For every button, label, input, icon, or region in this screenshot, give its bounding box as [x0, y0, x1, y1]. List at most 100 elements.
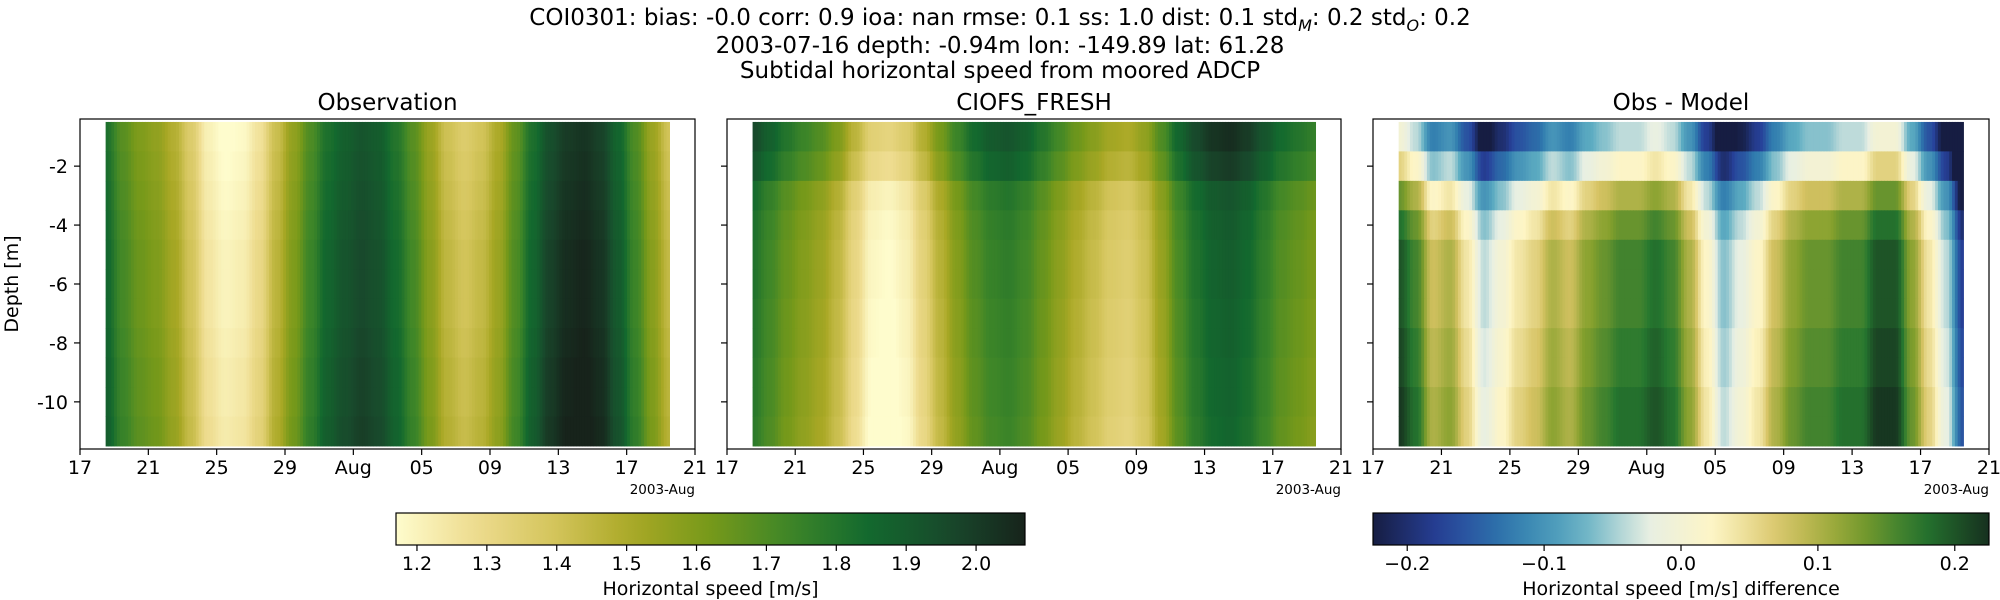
heatmap-cell [1104, 239, 1108, 270]
heatmap-cell [1079, 121, 1083, 152]
heatmap-cell [997, 298, 1001, 329]
heatmap-cell [974, 269, 979, 300]
heatmap-cell [604, 328, 608, 359]
heatmap-cell [243, 269, 248, 300]
heatmap-cell [929, 416, 934, 447]
heatmap-cell [1253, 328, 1257, 359]
heatmap-cell [1236, 298, 1241, 329]
heatmap-cell [545, 121, 549, 152]
heatmap-cell [1121, 416, 1125, 447]
heatmap-cell [218, 357, 222, 388]
heatmap-cell [271, 298, 276, 329]
heatmap-cell [576, 387, 580, 417]
heatmap-cell [879, 151, 883, 182]
heatmap-cell [472, 269, 476, 300]
heatmap-cell [808, 239, 813, 270]
heatmap-cell [800, 416, 804, 447]
heatmap-cell [1208, 357, 1212, 388]
heatmap-cell [1036, 269, 1041, 300]
heatmap-cell [1864, 151, 1868, 182]
heatmap-cell [505, 298, 510, 329]
heatmap-cell [1267, 239, 1271, 270]
heatmap-cell [666, 269, 670, 300]
heatmap-cell [1596, 121, 1600, 152]
heatmap-cell [226, 210, 231, 241]
heatmap-cell [240, 210, 245, 241]
heatmap-cell [1222, 387, 1226, 417]
heatmap-cell [808, 387, 813, 417]
heatmap-cell [932, 210, 937, 241]
heatmap-cell [483, 416, 487, 447]
heatmap-cell [159, 180, 163, 211]
x-tick-label: 17 [715, 457, 739, 479]
heatmap-cell [1129, 180, 1134, 211]
heatmap-cell [817, 387, 821, 417]
depth-row [105, 387, 670, 417]
heatmap-cell [1675, 121, 1679, 152]
heatmap-cell [1166, 151, 1170, 182]
heatmap-cell [581, 416, 586, 447]
heatmap-cell [503, 416, 507, 447]
heatmap-cell [488, 357, 493, 388]
heatmap-cell [1036, 239, 1041, 270]
y-tick-label: -2 [49, 156, 68, 178]
heatmap-cell [1486, 180, 1490, 211]
heatmap-cell [786, 180, 790, 211]
heatmap-cell [511, 239, 515, 270]
heatmap-cell [1579, 180, 1583, 211]
heatmap-cell [576, 416, 580, 447]
heatmap-cell [904, 328, 908, 359]
heatmap-cell [1039, 416, 1044, 447]
heatmap-cell [865, 239, 869, 270]
heatmap-cell [924, 387, 928, 417]
heatmap-cell [342, 416, 346, 447]
heatmap-cell [288, 357, 293, 388]
heatmap-cell [649, 387, 654, 417]
heatmap-cell [1095, 269, 1100, 300]
heatmap-cell [896, 180, 900, 211]
heatmap-cell [867, 269, 872, 300]
heatmap-cell [1166, 269, 1170, 300]
heatmap-cell [370, 298, 375, 329]
heatmap-cell [1621, 121, 1626, 152]
heatmap-cell [907, 416, 911, 447]
heatmap-cell [994, 239, 999, 270]
heatmap-cell [974, 151, 979, 182]
heatmap-cell [994, 151, 999, 182]
heatmap-cell [912, 180, 917, 211]
heatmap-cell [302, 416, 307, 447]
heatmap-cell [122, 239, 126, 270]
heatmap-cell [255, 151, 259, 182]
heatmap-cell [379, 416, 383, 447]
heatmap-cell [486, 416, 490, 447]
heatmap-cell [627, 121, 631, 152]
heatmap-cell [652, 387, 656, 417]
heatmap-cell [122, 416, 126, 447]
heatmap-cell [491, 269, 496, 300]
heatmap-cell [1522, 121, 1527, 152]
heatmap-cell [1022, 357, 1027, 388]
heatmap-cell [238, 387, 242, 417]
heatmap-cell [418, 239, 422, 270]
heatmap-cell [469, 328, 473, 359]
heatmap-cell [1290, 298, 1294, 329]
heatmap-cell [562, 416, 566, 447]
heatmap-cell [1132, 298, 1136, 329]
heatmap-cell [1152, 151, 1156, 182]
heatmap-cell [791, 328, 796, 359]
heatmap-cell [384, 180, 389, 211]
heatmap-cell [966, 357, 970, 388]
heatmap-cell [373, 416, 377, 447]
heatmap-cell [1836, 121, 1840, 152]
heatmap-cell [353, 328, 358, 359]
heatmap-cell [1031, 298, 1035, 329]
heatmap-cell [393, 269, 397, 300]
heatmap-cell [873, 328, 877, 359]
heatmap-cell [828, 357, 832, 388]
heatmap-cell [856, 298, 861, 329]
heatmap-cell [353, 269, 358, 300]
heatmap-cell [565, 121, 569, 152]
heatmap-cell [972, 121, 976, 152]
heatmap-cell [130, 328, 135, 359]
heatmap-cell [1185, 298, 1190, 329]
